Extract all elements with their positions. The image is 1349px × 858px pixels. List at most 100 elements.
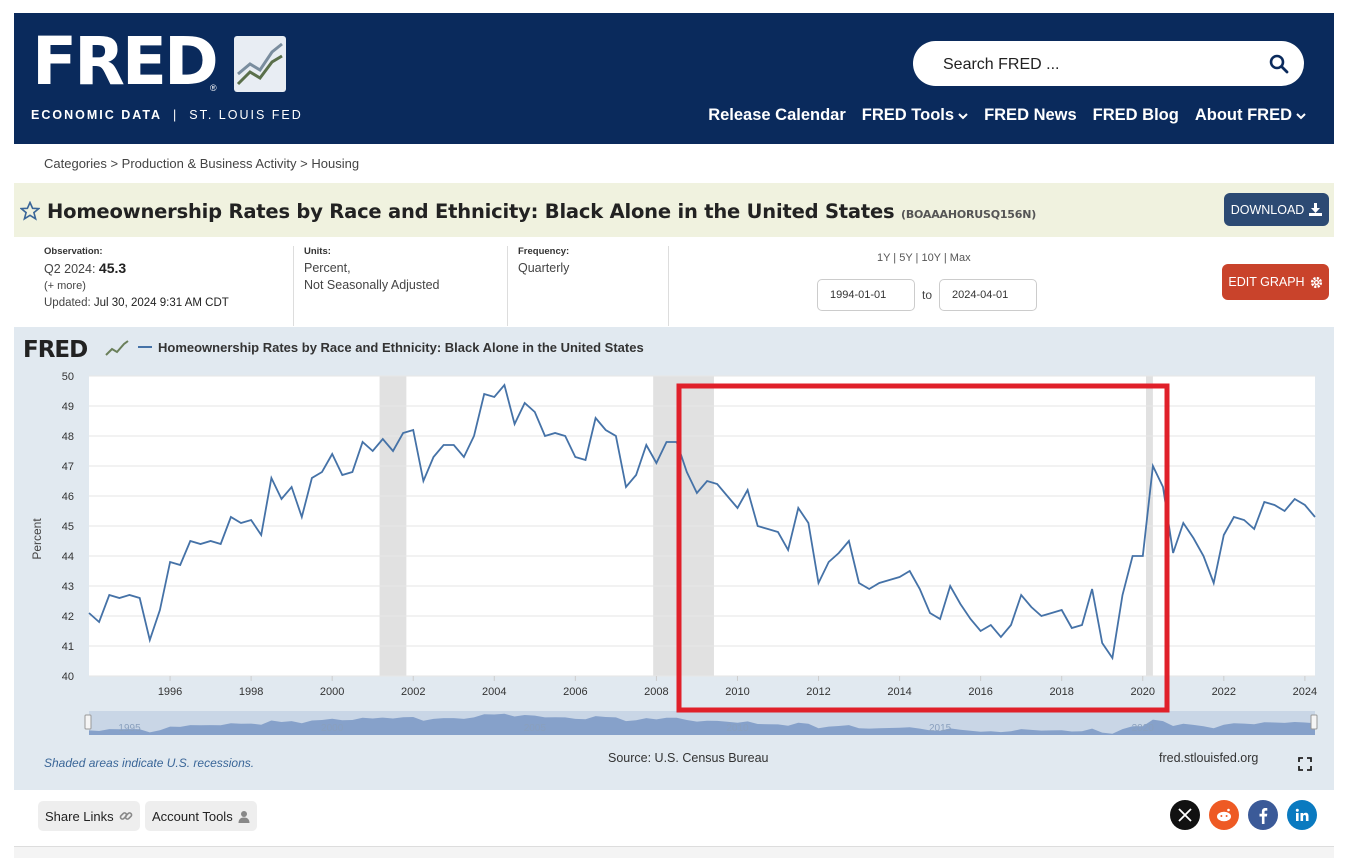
x-tick-label: 2002 [401, 686, 425, 698]
navigator-label: 2020 [1132, 723, 1155, 734]
series-title: Homeownership Rates by Race and Ethnicit… [47, 200, 1037, 223]
x-tick-label: 2004 [482, 686, 506, 698]
x-icon[interactable] [1170, 800, 1200, 830]
nav-fred-news[interactable]: FRED News [984, 106, 1077, 124]
registered-mark: ® [210, 83, 217, 93]
y-tick-label: 43 [62, 581, 74, 593]
user-icon [238, 810, 250, 823]
start-date-input[interactable] [817, 279, 915, 311]
nav-fred-blog[interactable]: FRED Blog [1092, 106, 1179, 124]
units-label: Units: [304, 246, 331, 257]
frequency-info: Frequency: Quarterly [518, 244, 569, 327]
chart-logo-graph-icon [105, 340, 129, 356]
divider [293, 246, 294, 326]
range-links[interactable]: 1Y | 5Y | 10Y | Max [877, 252, 971, 264]
y-tick-label: 42 [62, 611, 74, 623]
x-tick-label: 2012 [806, 686, 830, 698]
end-date-input[interactable] [939, 279, 1037, 311]
divider [668, 246, 669, 326]
legend-label: Homeownership Rates by Race and Ethnicit… [158, 340, 644, 355]
units-value: Percent, [304, 261, 351, 275]
account-tools-button[interactable]: Account Tools [145, 801, 257, 831]
x-tick-label: 2000 [320, 686, 344, 698]
fred-logo-graph-icon [234, 36, 286, 92]
chevron-down-icon [1296, 112, 1306, 119]
y-tick-label: 47 [62, 461, 74, 473]
x-tick-label: 2020 [1131, 686, 1155, 698]
y-tick-label: 40 [62, 671, 74, 683]
frequency-value: Quarterly [518, 261, 570, 275]
search-box [913, 41, 1304, 88]
series-title-band: Homeownership Rates by Race and Ethnicit… [14, 183, 1334, 237]
navigator-left-handle[interactable] [84, 714, 92, 730]
x-tick-label: 2006 [563, 686, 587, 698]
link-icon [119, 812, 133, 820]
x-tick-label: 2014 [887, 686, 911, 698]
y-tick-label: 48 [62, 431, 74, 443]
x-tick-label: 2022 [1212, 686, 1236, 698]
series-line [88, 383, 1316, 661]
navigator-label: 2005 [524, 723, 547, 734]
download-icon [1309, 203, 1323, 216]
y-tick-label: 49 [62, 401, 74, 413]
nav-fred-tools[interactable]: FRED Tools [862, 106, 968, 125]
series-id: (BOAAAHORUSQ156N) [901, 208, 1037, 221]
chevron-down-icon [958, 112, 968, 119]
to-label: to [922, 288, 933, 302]
highlight-annotation [676, 383, 1170, 713]
x-tick-label: 2018 [1049, 686, 1073, 698]
x-tick-label: 2024 [1293, 686, 1317, 698]
fullscreen-icon[interactable] [1298, 757, 1312, 771]
facebook-icon[interactable] [1248, 800, 1278, 830]
chart-fred-logo: FRED [23, 337, 87, 363]
gear-icon [1310, 276, 1322, 288]
site-header: FRED ® ECONOMIC DATA | ST. LOUIS FED Rel… [14, 13, 1334, 144]
logo-subtitle: ECONOMIC DATA | ST. LOUIS FED [31, 108, 303, 122]
star-icon[interactable] [20, 201, 40, 221]
y-axis-label: Percent [30, 518, 44, 560]
y-tick-label: 50 [62, 371, 74, 383]
x-tick-label: 2010 [725, 686, 749, 698]
y-tick-label: 41 [62, 641, 74, 653]
x-tick-label: 2008 [644, 686, 668, 698]
chart-panel: FRED Homeownership Rates by Race and Eth… [14, 327, 1334, 790]
main-nav: Release Calendar FRED Tools FRED News FR… [708, 106, 1306, 125]
nav-release-calendar[interactable]: Release Calendar [708, 106, 846, 124]
frequency-label: Frequency: [518, 246, 570, 257]
units-info: Units: Percent, Not Seasonally Adjusted [304, 244, 440, 327]
x-tick-label: 1996 [158, 686, 182, 698]
navigator-label: 2010 [726, 723, 749, 734]
source-text: Source: U.S. Census Bureau [608, 751, 769, 765]
x-tick-label: 2016 [968, 686, 992, 698]
edit-graph-button[interactable]: EDIT GRAPH [1222, 264, 1329, 300]
reddit-icon[interactable] [1209, 800, 1239, 830]
fred-logo[interactable]: FRED [32, 23, 219, 100]
more-link[interactable]: (+ more) [44, 280, 86, 292]
navigator-right-handle[interactable] [1310, 714, 1318, 730]
navigator-label: 2015 [929, 723, 952, 734]
y-tick-label: 46 [62, 491, 74, 503]
nav-about-fred[interactable]: About FRED [1195, 106, 1306, 125]
breadcrumb[interactable]: Categories > Production & Business Activ… [44, 156, 360, 171]
share-links-button[interactable]: Share Links [38, 801, 140, 831]
recession-note[interactable]: Shaded areas indicate U.S. recessions. [44, 756, 255, 770]
navigator-area [89, 713, 1315, 735]
observation-period: Q2 2024: [44, 262, 96, 276]
search-input[interactable] [941, 41, 1245, 88]
linkedin-icon[interactable] [1287, 800, 1317, 830]
updated-value: Jul 30, 2024 9:31 AM CDT [93, 297, 229, 309]
units-adjustment: Not Seasonally Adjusted [304, 278, 440, 292]
navigator-label: 2000 [321, 723, 344, 734]
updated-label: Updated: [44, 297, 91, 309]
divider [507, 246, 508, 326]
bottom-bar [14, 846, 1334, 858]
observation-label: Observation: [44, 246, 103, 257]
y-tick-label: 45 [62, 521, 74, 533]
fred-url[interactable]: fred.stlouisfed.org [1159, 751, 1259, 765]
x-tick-label: 1998 [239, 686, 263, 698]
navigator-label: 1995 [118, 723, 141, 734]
observation-value: 45.3 [98, 260, 127, 276]
chart[interactable]: FRED Homeownership Rates by Race and Eth… [14, 327, 1334, 790]
download-button[interactable]: DOWNLOAD [1224, 193, 1329, 226]
search-icon[interactable] [1268, 53, 1290, 75]
